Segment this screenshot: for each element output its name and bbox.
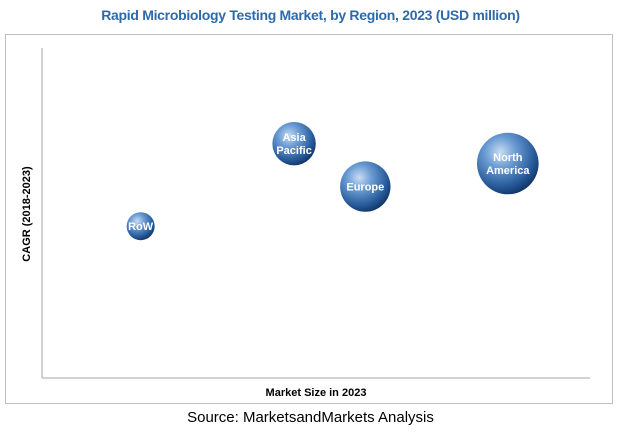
bubble-asia-pacific: [272, 122, 316, 166]
bubble-row: [126, 212, 155, 241]
bubble-label-north-america: North America: [486, 152, 530, 177]
x-axis-label: Market Size in 2023: [266, 387, 367, 399]
bubble-group: RoW Asia Pacific Europe North America: [126, 122, 539, 241]
source-note: Source: MarketsandMarkets Analysis: [187, 409, 434, 426]
chart-title: Rapid Microbiology Testing Market, by Re…: [101, 7, 520, 23]
bubble-europe: [340, 161, 391, 212]
bubble-north-america: [477, 132, 539, 195]
bubble-label-row: RoW: [128, 221, 154, 233]
y-axis-label: CAGR (2018-2023): [21, 166, 33, 262]
bubble-label-europe: Europe: [346, 182, 384, 194]
chart-frame: [5, 34, 613, 404]
bubble-label-asia-pacific: Asia Pacific: [276, 132, 311, 157]
